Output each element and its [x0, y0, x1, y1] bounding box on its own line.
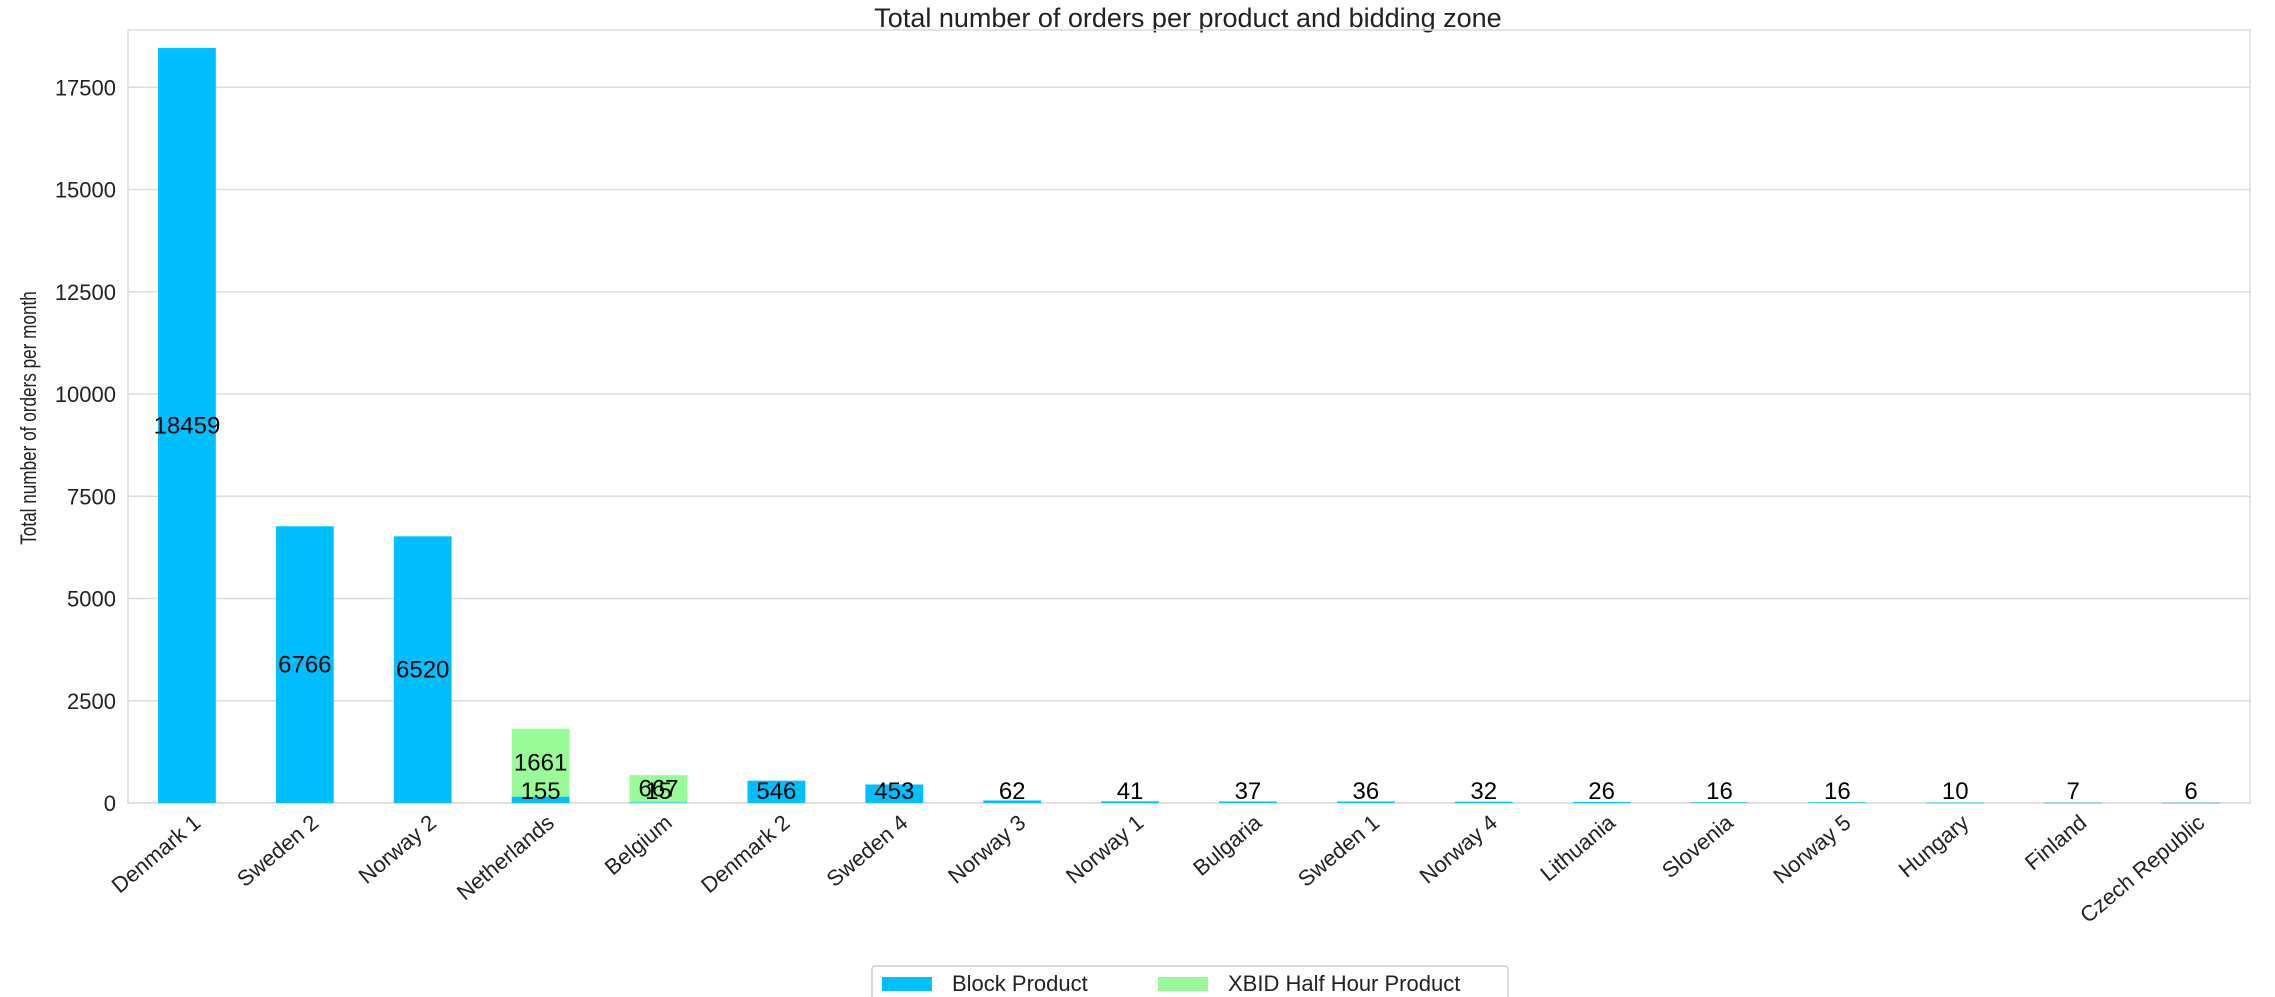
y-tick-label-2500: 2500 [67, 689, 116, 714]
data-label-xbid-half-hour-product-belgium: 667 [638, 776, 678, 803]
y-axis-label: Total number of orders per month [17, 291, 42, 545]
bar-block-product-hungary [1926, 802, 1985, 804]
legend: Block Product XBID Half Hour Product [871, 965, 1509, 997]
bar-block-product-bulgaria [1219, 801, 1277, 803]
data-label-block-product-sweden-1: 36 [1352, 778, 1379, 805]
bar-block-product-norway-1 [1101, 801, 1159, 803]
bar-block-product-finland [2044, 802, 2103, 804]
data-label-block-product-netherlands: 155 [521, 778, 561, 805]
bar-xbid-half-hour-product-belgium [629, 775, 688, 803]
y-tick-label-12500: 12500 [55, 280, 116, 305]
bar-block-product-czech-republic [2162, 802, 2220, 804]
bar-block-product-norway-2 [393, 536, 452, 803]
data-label-block-product-norway-1: 41 [1117, 778, 1144, 805]
data-label-block-product-sweden-4: 453 [874, 778, 914, 805]
bar-block-product-netherlands [511, 796, 570, 803]
data-label-block-product-norway-2: 6520 [396, 657, 449, 684]
plot-frame [127, 29, 2251, 804]
bar-block-product-sweden-1 [1336, 801, 1395, 803]
bar-block-product-sweden-4 [865, 784, 924, 803]
y-tick-label-15000: 15000 [55, 178, 116, 203]
legend-label-xbid-half-hour-product: XBID Half Hour Product [1228, 971, 1460, 996]
data-label-block-product-norway-4: 32 [1470, 778, 1497, 805]
data-label-block-product-hungary: 10 [1942, 778, 1969, 805]
data-label-block-product-czech-republic: 6 [2184, 778, 2197, 805]
legend-label-block-product: Block Product [952, 971, 1088, 996]
data-label-block-product-denmark-2: 546 [756, 778, 796, 805]
data-label-block-product-lithuania: 26 [1588, 778, 1615, 805]
bar-block-product-sweden-2 [275, 526, 334, 803]
y-tick-label-7500: 7500 [67, 484, 116, 509]
data-label-block-product-slovenia: 16 [1706, 778, 1733, 805]
bar-block-product-denmark-2 [747, 780, 806, 803]
data-label-block-product-norway-5: 16 [1824, 778, 1851, 805]
bar-block-product-belgium [629, 802, 688, 803]
y-axis-ticks: 0 2500 5000 7500 10000 12500 15000 17500 [55, 75, 116, 816]
y-tick-label-10000: 10000 [55, 382, 116, 407]
bar-block-product-denmark-1 [158, 48, 216, 803]
bar-block-product-norway-3 [983, 800, 1042, 803]
bar-block-product-norway-5 [1808, 802, 1867, 803]
data-label-block-product-bulgaria: 37 [1235, 778, 1262, 805]
legend-swatch-xbid-half-hour-product [1158, 977, 1208, 991]
y-tick-label-0: 0 [104, 791, 116, 816]
bar-xbid-half-hour-product-netherlands [511, 728, 570, 797]
data-label-block-product-finland: 7 [2066, 778, 2079, 805]
bar-block-product-lithuania [1572, 801, 1631, 803]
bar-block-product-norway-4 [1454, 801, 1513, 803]
bar-block-product-slovenia [1690, 802, 1749, 803]
data-labels: 18459 6766 6520 155 15 546 453 62 41 37 36 32 26 16 16… [154, 413, 2198, 805]
legend-swatch-block-product [882, 977, 932, 991]
data-label-block-product-norway-3: 62 [999, 778, 1026, 805]
chart-title: Total number of orders per product and b… [874, 3, 1501, 33]
data-label-block-product-belgium: 15 [645, 778, 672, 805]
data-label-block-product-denmark-1: 18459 [154, 413, 221, 440]
data-label-block-product-sweden-2: 6766 [278, 652, 331, 679]
y-tick-label-5000: 5000 [67, 587, 116, 612]
data-label-xbid-half-hour-product-netherlands: 1661 [514, 750, 567, 777]
y-tick-label-17500: 17500 [55, 75, 116, 100]
bars [158, 48, 2220, 804]
